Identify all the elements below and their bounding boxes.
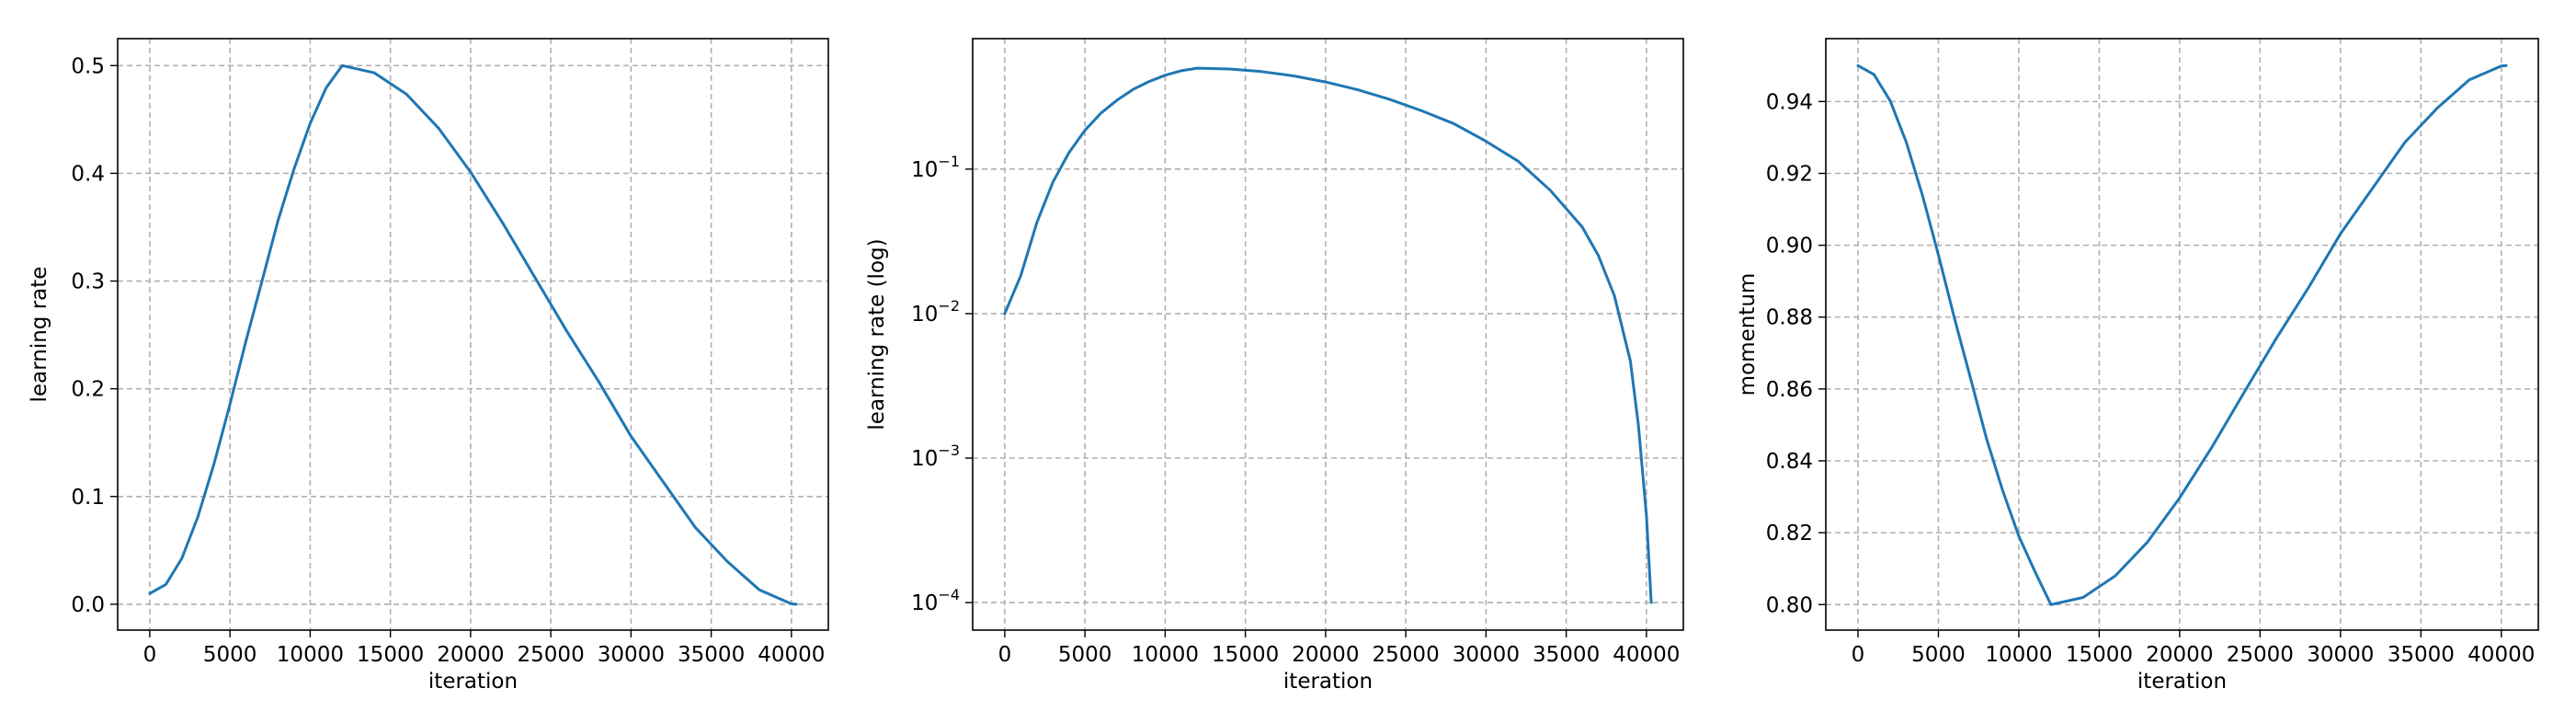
series-line-path — [1856, 63, 2508, 606]
series-line-path — [1003, 66, 1653, 604]
grid-lines — [973, 39, 1683, 630]
x-tick-label: 0 — [1852, 643, 1865, 667]
grid-lines — [1826, 39, 2538, 630]
series-line — [1856, 63, 2508, 606]
x-tick-label: 15000 — [1212, 643, 1279, 667]
x-tick-label: 25000 — [518, 643, 585, 667]
plot-frame — [117, 38, 829, 631]
x-tick-label: 10000 — [1132, 643, 1199, 667]
x-axis-ticks: 0 5000 10000 15000 20000 25000 30000 35000 40000 — [1852, 630, 2535, 667]
x-tick-label: 40000 — [758, 643, 825, 667]
y-tick-label: 0.94 — [1766, 90, 1813, 114]
y-tick-label: 0.80 — [1766, 593, 1813, 617]
y-tick-label: 10−4 — [911, 586, 960, 615]
x-tick-label: 40000 — [1613, 643, 1680, 667]
y-axis-ticks: 0.0 0.1 0.2 0.3 0.4 0.5 — [71, 54, 118, 617]
y-tick-label: 0.4 — [71, 162, 105, 186]
chart-panel-learning-rate-log: 0 5000 10000 15000 20000 25000 30000 35000 40000… — [865, 38, 1684, 694]
grid-lines — [118, 39, 828, 630]
x-tick-label: 40000 — [2468, 643, 2535, 667]
y-tick-label: 0.0 — [71, 593, 105, 617]
y-tick-label: 0.90 — [1766, 235, 1813, 258]
x-tick-label: 15000 — [2066, 643, 2133, 667]
x-tick-label: 35000 — [2388, 643, 2455, 667]
x-axis-ticks: 0 5000 10000 15000 20000 25000 30000 35000 40000 — [998, 630, 1680, 667]
y-tick-label: 0.82 — [1766, 522, 1813, 545]
y-tick-label: 0.86 — [1766, 378, 1813, 402]
y-tick-label: 0.3 — [71, 270, 105, 294]
x-tick-label: 20000 — [1292, 643, 1359, 667]
y-axis-label: momentum — [1736, 273, 1760, 396]
chart-panel-momentum: 0 5000 10000 15000 20000 25000 30000 35000 40000… — [1736, 38, 2539, 694]
y-axis-ticks: 10−4 10−3 10−2 10−1 — [911, 153, 973, 615]
x-tick-label: 35000 — [678, 643, 745, 667]
x-tick-label: 25000 — [2227, 643, 2294, 667]
y-axis-ticks: 0.80 0.82 0.84 0.86 0.88 0.90 0.92 0.94 — [1766, 90, 1826, 617]
x-tick-label: 0 — [143, 643, 157, 667]
series-line — [148, 63, 798, 606]
y-tick-label: 10−2 — [911, 297, 960, 327]
x-tick-label: 30000 — [2307, 643, 2374, 667]
chart-panel-learning-rate: 0 5000 10000 15000 20000 25000 30000 35000 40000… — [28, 38, 829, 694]
x-tick-label: 30000 — [598, 643, 665, 667]
y-axis-label: learning rate (log) — [865, 238, 889, 430]
x-tick-label: 10000 — [1985, 643, 2052, 667]
y-axis-label: learning rate — [28, 267, 51, 403]
x-tick-label: 0 — [998, 643, 1012, 667]
x-axis-label: iteration — [428, 670, 518, 694]
y-tick-label: 0.1 — [71, 486, 105, 510]
series-line — [1003, 66, 1653, 604]
x-axis-label: iteration — [1283, 670, 1373, 694]
y-tick-label: 0.84 — [1766, 450, 1813, 474]
x-axis-label: iteration — [2137, 670, 2227, 694]
y-tick-label: 0.92 — [1766, 162, 1813, 186]
y-tick-label: 0.2 — [71, 378, 105, 402]
x-tick-label: 20000 — [437, 643, 504, 667]
x-tick-label: 5000 — [1058, 643, 1112, 667]
y-tick-label: 0.5 — [71, 54, 105, 78]
x-axis-ticks: 0 5000 10000 15000 20000 25000 30000 35000 40000 — [143, 630, 825, 667]
x-tick-label: 35000 — [1533, 643, 1600, 667]
x-tick-label: 20000 — [2146, 643, 2213, 667]
x-tick-label: 25000 — [1373, 643, 1440, 667]
x-tick-label: 5000 — [203, 643, 257, 667]
series-line-path — [148, 63, 798, 606]
y-tick-label: 0.88 — [1766, 306, 1813, 330]
plot-frame — [972, 38, 1684, 631]
x-tick-label: 15000 — [357, 643, 424, 667]
x-tick-label: 10000 — [277, 643, 344, 667]
x-tick-label: 5000 — [1911, 643, 1966, 667]
y-tick-label: 10−1 — [911, 153, 960, 182]
x-tick-label: 30000 — [1453, 643, 1520, 667]
y-tick-label: 10−3 — [911, 442, 960, 471]
plot-frame — [1825, 38, 2539, 631]
